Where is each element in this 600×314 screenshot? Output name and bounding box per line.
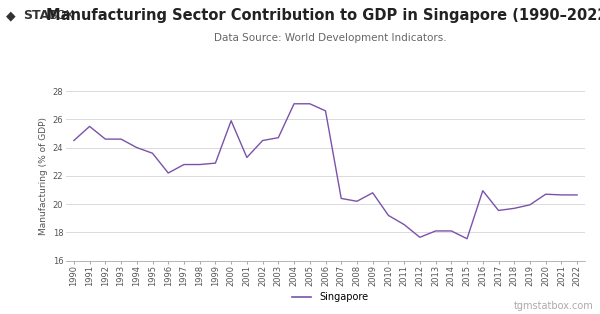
Text: Manufacturing Sector Contribution to GDP in Singapore (1990–2022): Manufacturing Sector Contribution to GDP… — [46, 8, 600, 23]
Text: tgmstatbox.com: tgmstatbox.com — [514, 301, 594, 311]
Text: BOX: BOX — [49, 9, 76, 22]
Y-axis label: Manufacturing (% of GDP): Manufacturing (% of GDP) — [40, 117, 49, 235]
Legend: Singapore: Singapore — [288, 288, 372, 306]
Text: ◆: ◆ — [6, 9, 16, 22]
Text: STAT: STAT — [23, 9, 56, 22]
Text: Data Source: World Development Indicators.: Data Source: World Development Indicator… — [214, 33, 446, 43]
